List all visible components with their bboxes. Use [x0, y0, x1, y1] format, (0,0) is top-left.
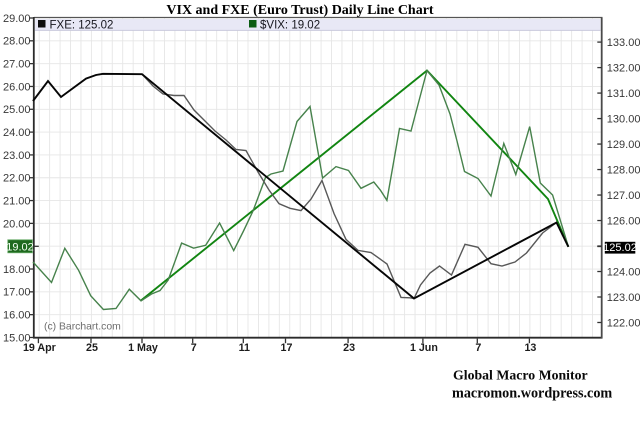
svg-text:26.00: 26.00 [3, 81, 31, 93]
svg-text:19 Apr: 19 Apr [23, 342, 56, 354]
svg-text:17: 17 [281, 342, 293, 354]
svg-text:15.00: 15.00 [3, 332, 31, 344]
svg-text:(c) Barchart.com: (c) Barchart.com [44, 322, 121, 333]
svg-text:22.00: 22.00 [3, 173, 31, 185]
svg-text:132.00: 132.00 [607, 62, 640, 74]
svg-text:23.00: 23.00 [3, 150, 31, 162]
svg-text:23: 23 [343, 342, 355, 354]
svg-text:126.00: 126.00 [607, 215, 640, 227]
svg-text:130.00: 130.00 [607, 113, 640, 125]
svg-text:7: 7 [191, 342, 197, 354]
svg-text:1 May: 1 May [128, 342, 158, 354]
svg-text:$VIX: 19.02: $VIX: 19.02 [260, 19, 320, 31]
svg-text:131.00: 131.00 [607, 88, 640, 100]
svg-text:VIX and FXE (Euro Trust) Daily: VIX and FXE (Euro Trust) Daily Line Char… [166, 3, 434, 18]
svg-text:Global Macro Monitor: Global Macro Monitor [453, 368, 588, 383]
svg-text:27.00: 27.00 [3, 59, 31, 71]
svg-text:127.00: 127.00 [607, 190, 640, 202]
svg-text:133.00: 133.00 [607, 37, 640, 49]
svg-text:7: 7 [475, 342, 481, 354]
svg-text:21.00: 21.00 [3, 195, 31, 207]
svg-text:18.00: 18.00 [3, 264, 31, 276]
svg-text:123.00: 123.00 [607, 292, 640, 304]
svg-text:125.02: 125.02 [603, 242, 637, 254]
svg-text:11: 11 [239, 342, 250, 354]
svg-text:19.02: 19.02 [6, 241, 34, 253]
svg-text:FXE: 125.02: FXE: 125.02 [50, 19, 114, 31]
svg-text:24.00: 24.00 [3, 127, 31, 139]
svg-text:1 Jun: 1 Jun [410, 342, 438, 354]
svg-text:128.00: 128.00 [607, 164, 640, 176]
svg-text:13: 13 [524, 342, 536, 354]
svg-text:129.00: 129.00 [607, 139, 640, 151]
svg-text:16.00: 16.00 [3, 310, 31, 322]
svg-text:17.00: 17.00 [3, 287, 31, 299]
svg-text:25.00: 25.00 [3, 104, 31, 116]
svg-text:28.00: 28.00 [3, 36, 31, 48]
svg-text:122.00: 122.00 [607, 317, 640, 329]
svg-text:25: 25 [86, 342, 98, 354]
svg-text:29.00: 29.00 [3, 13, 31, 25]
svg-text:20.00: 20.00 [3, 218, 31, 230]
svg-text:macromon.wordpress.com: macromon.wordpress.com [452, 385, 612, 401]
svg-text:124.00: 124.00 [607, 266, 640, 278]
